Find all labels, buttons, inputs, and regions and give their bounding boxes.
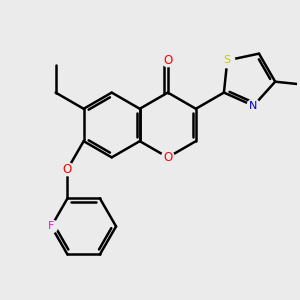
Text: O: O xyxy=(163,151,172,164)
Text: S: S xyxy=(224,56,231,65)
Circle shape xyxy=(61,163,74,176)
Text: N: N xyxy=(249,101,258,111)
Circle shape xyxy=(161,54,174,67)
Circle shape xyxy=(220,53,235,68)
Text: O: O xyxy=(163,54,172,67)
Circle shape xyxy=(45,220,58,233)
Text: O: O xyxy=(63,163,72,176)
Circle shape xyxy=(161,151,174,164)
Circle shape xyxy=(247,99,260,112)
Text: F: F xyxy=(48,221,55,231)
